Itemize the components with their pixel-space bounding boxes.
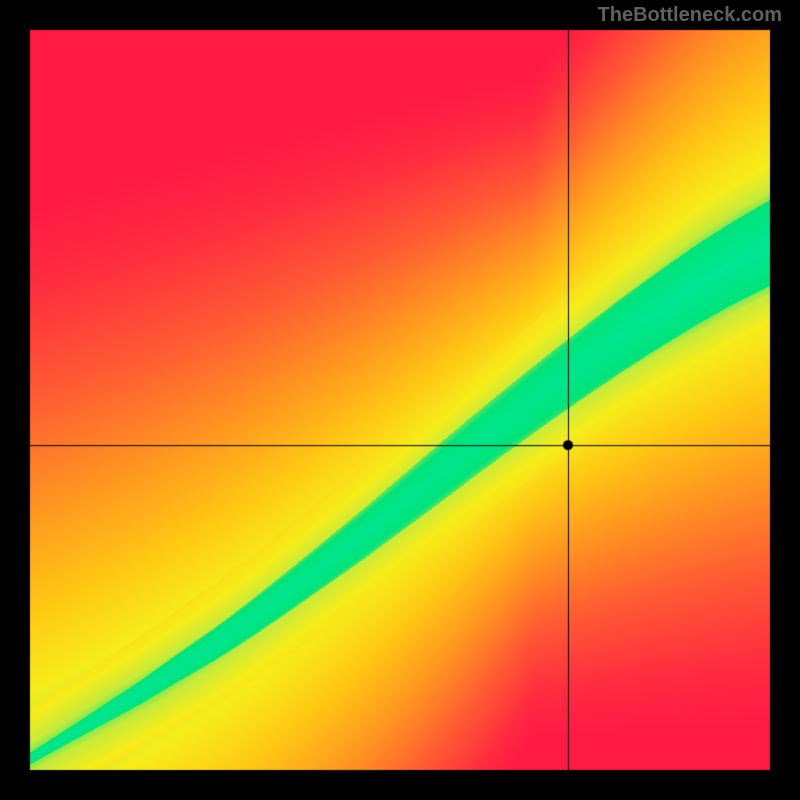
chart-container: TheBottleneck.com [0,0,800,800]
heatmap-canvas [0,0,800,800]
watermark-text: TheBottleneck.com [598,4,782,27]
